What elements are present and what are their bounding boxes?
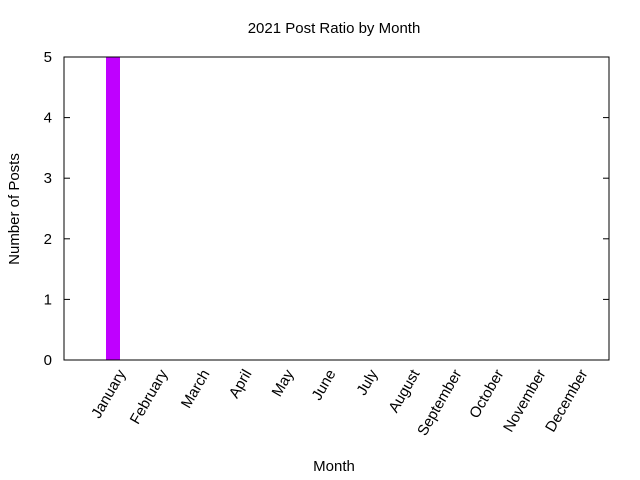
chart-title: 2021 Post Ratio by Month [248,20,421,37]
x-tick-label-december: December [542,367,591,435]
x-tick-label-june: June [308,367,339,404]
x-tick-label-march: March [178,367,214,412]
x-tick-label-april: April [226,367,256,401]
x-tick-label-february: February [127,366,172,427]
y-tick-label: 0 [44,352,52,369]
bar-january [106,57,120,360]
x-axis-label: Month [313,458,355,475]
y-tick-label: 1 [44,291,52,308]
x-tick-label-october: October [466,367,507,422]
y-tick-label: 2 [44,231,52,248]
x-tick-label-july: July [353,366,381,398]
plot-frame [63,56,610,361]
y-tick-label: 5 [44,49,52,66]
y-tick-label: 3 [44,170,52,187]
y-ticks-layer: 0 1 2 3 4 5 [44,49,609,369]
x-tick-label-january: January [88,366,130,421]
x-tick-label-august: August [385,366,423,416]
x-tick-label-may: May [269,366,298,399]
y-axis-label: Number of Posts [6,153,23,265]
bars-layer [106,57,120,360]
y-tick-label: 4 [44,110,52,127]
